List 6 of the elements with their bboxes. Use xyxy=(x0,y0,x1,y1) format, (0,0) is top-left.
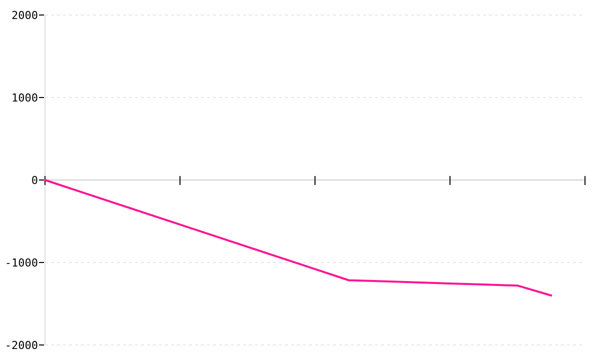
y-tick-label: -1000 xyxy=(4,256,38,270)
y-tick-label: -2000 xyxy=(4,338,38,352)
y-tick-label: 2000 xyxy=(12,8,38,22)
y-tick-label: 0 xyxy=(31,174,38,187)
y-tick-label: 1000 xyxy=(12,91,38,104)
line-series xyxy=(44,179,552,296)
